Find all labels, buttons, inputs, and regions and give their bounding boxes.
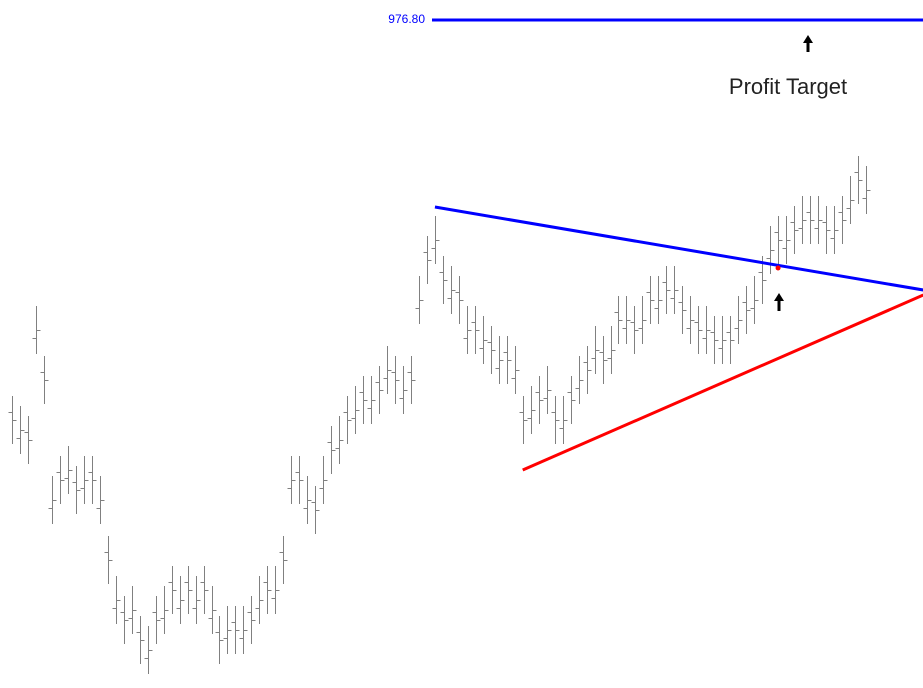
annotation: Profit Target [729,74,847,99]
breakout-arrow [774,293,784,311]
trendline [434,205,923,292]
breakout-marker [775,265,781,271]
target-arrow [803,35,813,52]
target-label: 976.80 [388,12,425,26]
trendline [522,293,923,472]
